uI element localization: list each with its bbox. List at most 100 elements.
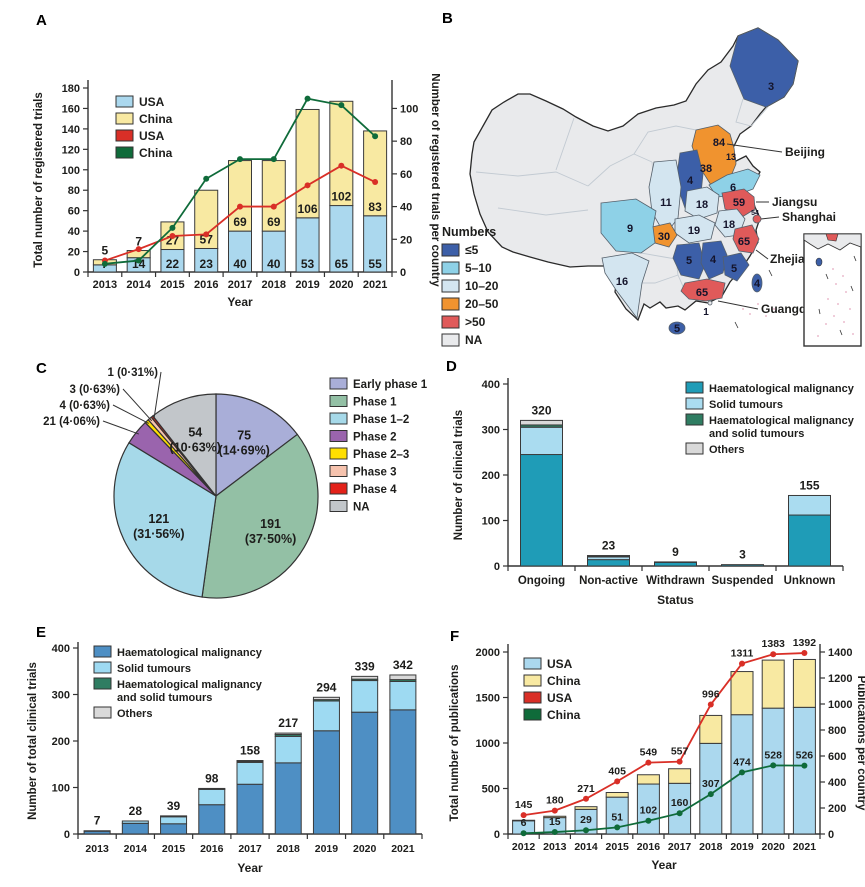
bar-usa-2020 xyxy=(761,707,785,835)
line-point-usa-2021 xyxy=(801,650,808,657)
panel-f: F 0 500 1000 1500 2000 0 200 400 600 800 1000 1200 1… xyxy=(438,622,865,885)
region-value-Jiangxi: 4 xyxy=(710,254,717,266)
pie-leader-line xyxy=(153,371,162,419)
bar-total-label: 7 xyxy=(94,814,101,828)
region-value-Heilongjiang: 3 xyxy=(768,81,774,93)
island-dash xyxy=(839,329,843,336)
bar-value-usa: 40 xyxy=(233,257,247,271)
y-tick-label: 300 xyxy=(52,690,70,702)
line-value-china: 528 xyxy=(764,749,782,761)
x-tick-label: 2015 xyxy=(606,841,630,853)
pie-callout-label: 1 (0·31%) xyxy=(108,367,159,379)
x-tick-label: Suspended xyxy=(712,575,774,587)
legend-swatch xyxy=(685,442,704,455)
bar-china-2013 xyxy=(543,815,567,819)
bar-value-china: 57 xyxy=(200,232,214,246)
bar-value-usa: 23 xyxy=(200,257,214,271)
bar-china-2021 xyxy=(792,658,816,708)
line-point-china-2017 xyxy=(237,156,243,163)
province-Hainan xyxy=(668,321,686,335)
bar-total-label: 98 xyxy=(205,771,219,785)
legend-swatch xyxy=(685,397,704,410)
bar-segment-2019 xyxy=(312,730,340,835)
map-legend-label: 5–10 xyxy=(465,261,492,275)
line-point-china-2018 xyxy=(707,791,714,798)
y-tick-left: 120 xyxy=(62,144,80,156)
line-point-china-2013 xyxy=(101,260,108,267)
callout-line-Beijing xyxy=(726,143,783,153)
x-tick-label: 2012 xyxy=(512,841,536,853)
legend-swatch xyxy=(441,279,460,293)
line-value-usa: 557 xyxy=(671,746,689,758)
panel-e: E 0 100 200 300 400 2013 2014 2015 2016 2017 2018 2… xyxy=(20,622,438,885)
island-dash xyxy=(850,285,854,292)
x-tick-label: 2016 xyxy=(194,279,218,291)
line-point-china-2020 xyxy=(338,102,345,109)
legend-label: Phase 2 xyxy=(353,432,396,444)
pie-pct-label: (10·63%) xyxy=(170,440,221,454)
bar-segment-2020 xyxy=(351,675,379,680)
legend-swatch xyxy=(329,482,348,495)
line-point-china-2021 xyxy=(372,133,379,140)
region-value-Hainan: 5 xyxy=(674,323,680,335)
callout-label-Beijing: Beijing xyxy=(785,145,825,159)
province-border xyxy=(633,125,697,155)
region-value-Hubei: 19 xyxy=(688,225,700,237)
legend-label: Early phase 1 xyxy=(353,379,428,391)
legend-swatch xyxy=(523,674,542,687)
y-tick-right: 200 xyxy=(828,803,846,815)
panel-f-letter: F xyxy=(450,628,460,645)
x-tick-label: 2018 xyxy=(277,843,301,855)
bar-segment-2015 xyxy=(160,823,188,835)
bar-segment-2021 xyxy=(389,674,417,681)
y-tick-label: 400 xyxy=(482,379,500,391)
island-dash xyxy=(734,321,739,329)
bar-total-label: 9 xyxy=(672,545,679,559)
legend-label: Phase 3 xyxy=(353,467,396,479)
island-dot xyxy=(765,315,767,317)
panel-a-chart: 0 20 40 60 80 100 120 140 160 180 0 20 40 60 80 100 2013… xyxy=(33,73,441,309)
line-value-china: 29 xyxy=(580,814,592,826)
y-axis-title-left: Total number of publications xyxy=(449,665,461,822)
x-tick-label: 2021 xyxy=(391,843,415,855)
island-dot xyxy=(842,275,844,277)
pie-slice-Phase 1–2 xyxy=(113,441,217,598)
y-axis-title-left: Total number of registered trials xyxy=(33,92,45,268)
province-Hunan xyxy=(672,242,706,280)
y-tick-right: 0 xyxy=(828,829,834,841)
y-tick-label: 0 xyxy=(494,561,500,573)
y-tick-left: 160 xyxy=(62,103,80,115)
x-axis-title: Status xyxy=(657,593,694,607)
legend-label: Haematological malignancy xyxy=(709,383,855,395)
legend-label: China xyxy=(547,708,581,722)
y-tick-label: 200 xyxy=(482,470,500,482)
x-tick-label: Withdrawn xyxy=(646,575,705,587)
panel-a-letter: A xyxy=(36,12,47,29)
x-tick-label: 2014 xyxy=(574,841,598,853)
line-point-usa-2021 xyxy=(372,179,379,186)
map-legend-label: ≤5 xyxy=(465,243,479,257)
legend-swatch xyxy=(441,297,460,311)
y-tick-left: 20 xyxy=(68,247,80,259)
island-dot xyxy=(749,313,751,315)
legend-swatch xyxy=(441,315,460,329)
x-tick-label: 2014 xyxy=(124,843,148,855)
pie-pct-label: (37·50%) xyxy=(245,532,296,546)
bar-china-2015 xyxy=(605,792,629,798)
bar-total-label: 158 xyxy=(240,744,260,758)
y-tick-label: 0 xyxy=(64,829,70,841)
y-tick-left: 2000 xyxy=(476,647,500,659)
bar-total-label: 217 xyxy=(278,716,298,730)
bar-segment-Withdrawn xyxy=(654,561,697,567)
bar-segment-2019 xyxy=(312,696,340,701)
bar-value-china: 5 xyxy=(102,244,109,258)
x-tick-label: 2013 xyxy=(85,843,109,855)
island-dot xyxy=(827,298,829,300)
island-dot xyxy=(825,323,827,325)
island-dot xyxy=(837,303,839,305)
legend-label: Haematological malignancy xyxy=(709,415,855,427)
x-tick-label: 2015 xyxy=(160,279,184,291)
bar-value-usa: 55 xyxy=(368,257,382,271)
y-tick-left: 0 xyxy=(74,267,80,279)
line-point-usa-2014 xyxy=(583,795,589,802)
